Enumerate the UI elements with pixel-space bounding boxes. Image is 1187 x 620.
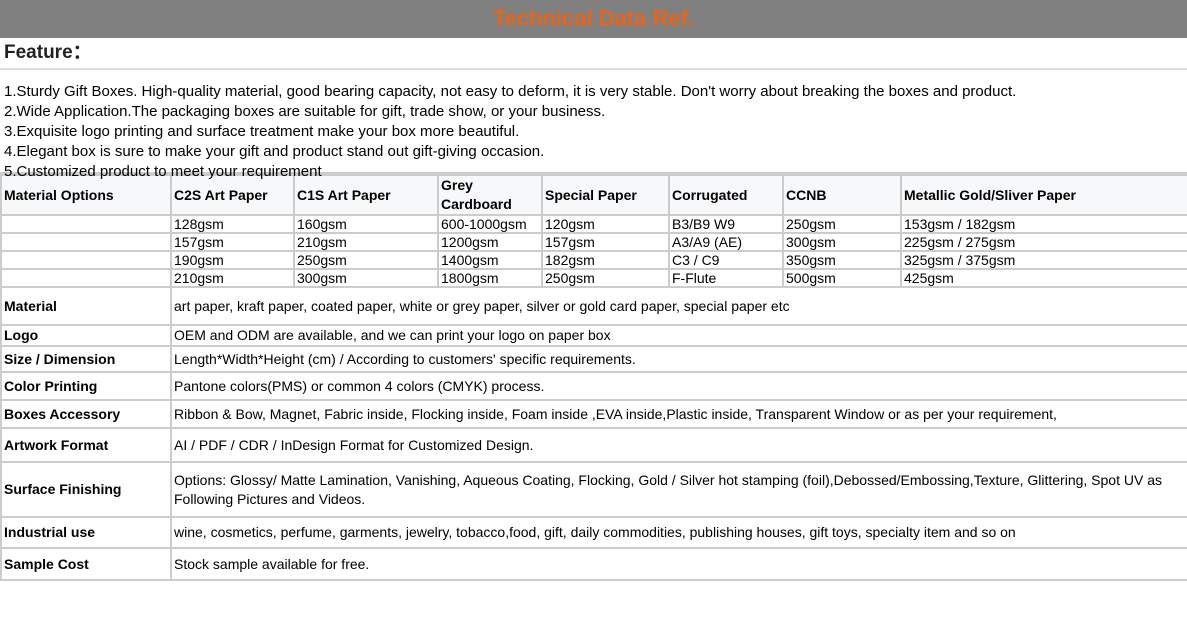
spec-row: Sample Cost Stock sample available for fr… xyxy=(0,547,1187,581)
spec-value: Stock sample available for free. xyxy=(170,547,1187,581)
spec-label: Sample Cost xyxy=(0,547,172,581)
banner-title: Technical Data Ref. xyxy=(492,6,695,31)
spec-value: Length*Width*Height (cm) / According to … xyxy=(170,345,1187,373)
feature-item: 4.Elegant box is sure to make your gift … xyxy=(4,143,545,160)
material-cell: 210gsm xyxy=(170,268,295,288)
spec-label: Logo xyxy=(0,324,172,347)
material-cell: 325gsm / 375gsm xyxy=(900,250,1187,270)
material-cell: 300gsm xyxy=(293,268,439,288)
material-cell: C3 / C9 xyxy=(668,250,784,270)
feature-item: 1.Sturdy Gift Boxes. High-quality materi… xyxy=(4,83,1017,100)
material-cell: 1200gsm xyxy=(437,232,543,252)
material-cell: 250gsm xyxy=(293,250,439,270)
material-header-cell: C1S Art Paper xyxy=(293,174,439,216)
spec-row: Logo OEM and ODM are available, and we ca… xyxy=(0,324,1187,347)
material-row: 128gsm 160gsm 600-1000gsm 120gsm B3/B9 W9 250… xyxy=(0,214,1187,234)
spec-row: Artwork Format AI / PDF / CDR / InDesign … xyxy=(0,427,1187,463)
material-cell: 250gsm xyxy=(541,268,670,288)
material-cell: 157gsm xyxy=(170,232,295,252)
material-cell: 182gsm xyxy=(541,250,670,270)
material-cell: A3/A9 (AE) xyxy=(668,232,784,252)
spec-value: wine, cosmetics, perfume, garments, jewe… xyxy=(170,516,1187,549)
material-cell xyxy=(0,250,172,270)
spec-label: Material xyxy=(0,286,172,326)
spec-table: Material Options C2S Art Paper C1S Art Pap… xyxy=(0,174,1187,581)
spec-label: Surface Finishing xyxy=(0,461,172,518)
material-cell: 500gsm xyxy=(782,268,902,288)
material-header-cell: Grey Cardboard xyxy=(437,174,543,216)
spec-value: AI / PDF / CDR / InDesign Format for Cus… xyxy=(170,427,1187,463)
material-header-cell: Material Options xyxy=(0,174,172,216)
spec-row: Color Printing Pantone colors(PMS) or com… xyxy=(0,371,1187,401)
spec-label: Color Printing xyxy=(0,371,172,401)
material-header-cell: C2S Art Paper xyxy=(170,174,295,216)
feature-title: Feature： xyxy=(0,38,1187,70)
material-header-row: Material Options C2S Art Paper C1S Art Pap… xyxy=(0,174,1187,216)
material-cell xyxy=(0,214,172,234)
material-cell: B3/B9 W9 xyxy=(668,214,784,234)
material-cell: 250gsm xyxy=(782,214,902,234)
material-cell xyxy=(0,268,172,288)
material-cell: 157gsm xyxy=(541,232,670,252)
material-header-cell: CCNB xyxy=(782,174,902,216)
material-header-cell: Metallic Gold/Sliver Paper xyxy=(900,174,1187,216)
material-row: 190gsm 250gsm 1400gsm 182gsm C3 / C9 350gsm 32… xyxy=(0,250,1187,270)
material-header-cell: Special Paper xyxy=(541,174,670,216)
material-header-cell: Corrugated xyxy=(668,174,784,216)
material-row: 157gsm 210gsm 1200gsm 157gsm A3/A9 (AE) 300gs… xyxy=(0,232,1187,252)
material-cell: 225gsm / 275gsm xyxy=(900,232,1187,252)
spec-value: OEM and ODM are available, and we can pr… xyxy=(170,324,1187,347)
spec-value: Pantone colors(PMS) or common 4 colors (… xyxy=(170,371,1187,401)
material-cell: 300gsm xyxy=(782,232,902,252)
material-cell xyxy=(0,232,172,252)
feature-item: 5.Customized product to meet your requir… xyxy=(4,163,322,180)
material-cell: 1800gsm xyxy=(437,268,543,288)
spec-row: Boxes Accessory Ribbon & Bow, Magnet, Fab… xyxy=(0,399,1187,429)
spec-row: Surface Finishing Options: Glossy/ Matte … xyxy=(0,461,1187,518)
banner: Technical Data Ref. xyxy=(0,0,1187,38)
material-cell: F-Flute xyxy=(668,268,784,288)
material-cell: 1400gsm xyxy=(437,250,543,270)
material-cell: 128gsm xyxy=(170,214,295,234)
spec-row: Industrial use wine, cosmetics, perfume, … xyxy=(0,516,1187,549)
material-cell: 210gsm xyxy=(293,232,439,252)
material-cell: 153gsm / 182gsm xyxy=(900,214,1187,234)
feature-item: 2.Wide Application.The packaging boxes a… xyxy=(4,103,606,120)
spec-label: Boxes Accessory xyxy=(0,399,172,429)
spec-label: Size / Dimension xyxy=(0,345,172,373)
spec-value: Options: Glossy/ Matte Lamination, Vanis… xyxy=(170,461,1187,518)
spec-label: Industrial use xyxy=(0,516,172,549)
spec-value: Ribbon & Bow, Magnet, Fabric inside, Flo… xyxy=(170,399,1187,429)
feature-list: 1.Sturdy Gift Boxes. High-quality materi… xyxy=(0,74,1187,180)
material-cell: 190gsm xyxy=(170,250,295,270)
spec-row: Size / Dimension Length*Width*Height (cm)… xyxy=(0,345,1187,373)
feature-item: 3.Exquisite logo printing and surface tr… xyxy=(4,123,520,140)
material-cell: 120gsm xyxy=(541,214,670,234)
spec-value: art paper, kraft paper, coated paper, wh… xyxy=(170,286,1187,326)
spec-row: Material art paper, kraft paper, coated p… xyxy=(0,286,1187,326)
material-row: 210gsm 300gsm 1800gsm 250gsm F-Flute 500gsm 42… xyxy=(0,268,1187,288)
material-cell: 425gsm xyxy=(900,268,1187,288)
material-cell: 600-1000gsm xyxy=(437,214,543,234)
material-cell: 160gsm xyxy=(293,214,439,234)
material-cell: 350gsm xyxy=(782,250,902,270)
spec-label: Artwork Format xyxy=(0,427,172,463)
